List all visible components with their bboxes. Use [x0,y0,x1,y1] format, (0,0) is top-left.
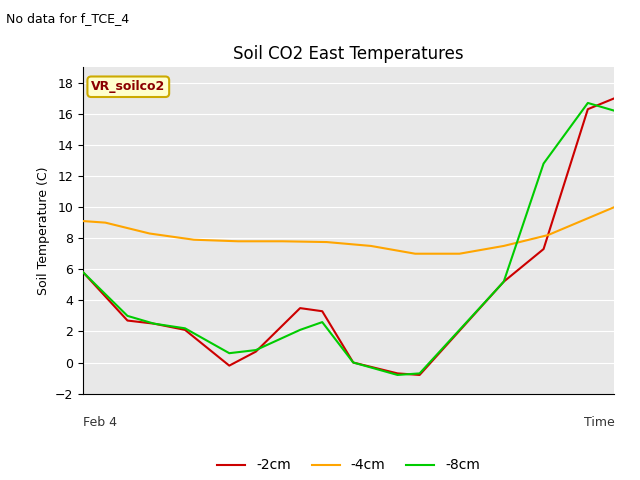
Text: VR_soilco2: VR_soilco2 [91,80,165,93]
Legend: -2cm, -4cm, -8cm: -2cm, -4cm, -8cm [212,453,486,478]
Text: No data for f_TCE_4: No data for f_TCE_4 [6,12,129,25]
Text: Time: Time [584,417,614,430]
Text: Feb 4: Feb 4 [83,417,117,430]
Y-axis label: Soil Temperature (C): Soil Temperature (C) [36,166,49,295]
Title: Soil CO2 East Temperatures: Soil CO2 East Temperatures [234,45,464,63]
